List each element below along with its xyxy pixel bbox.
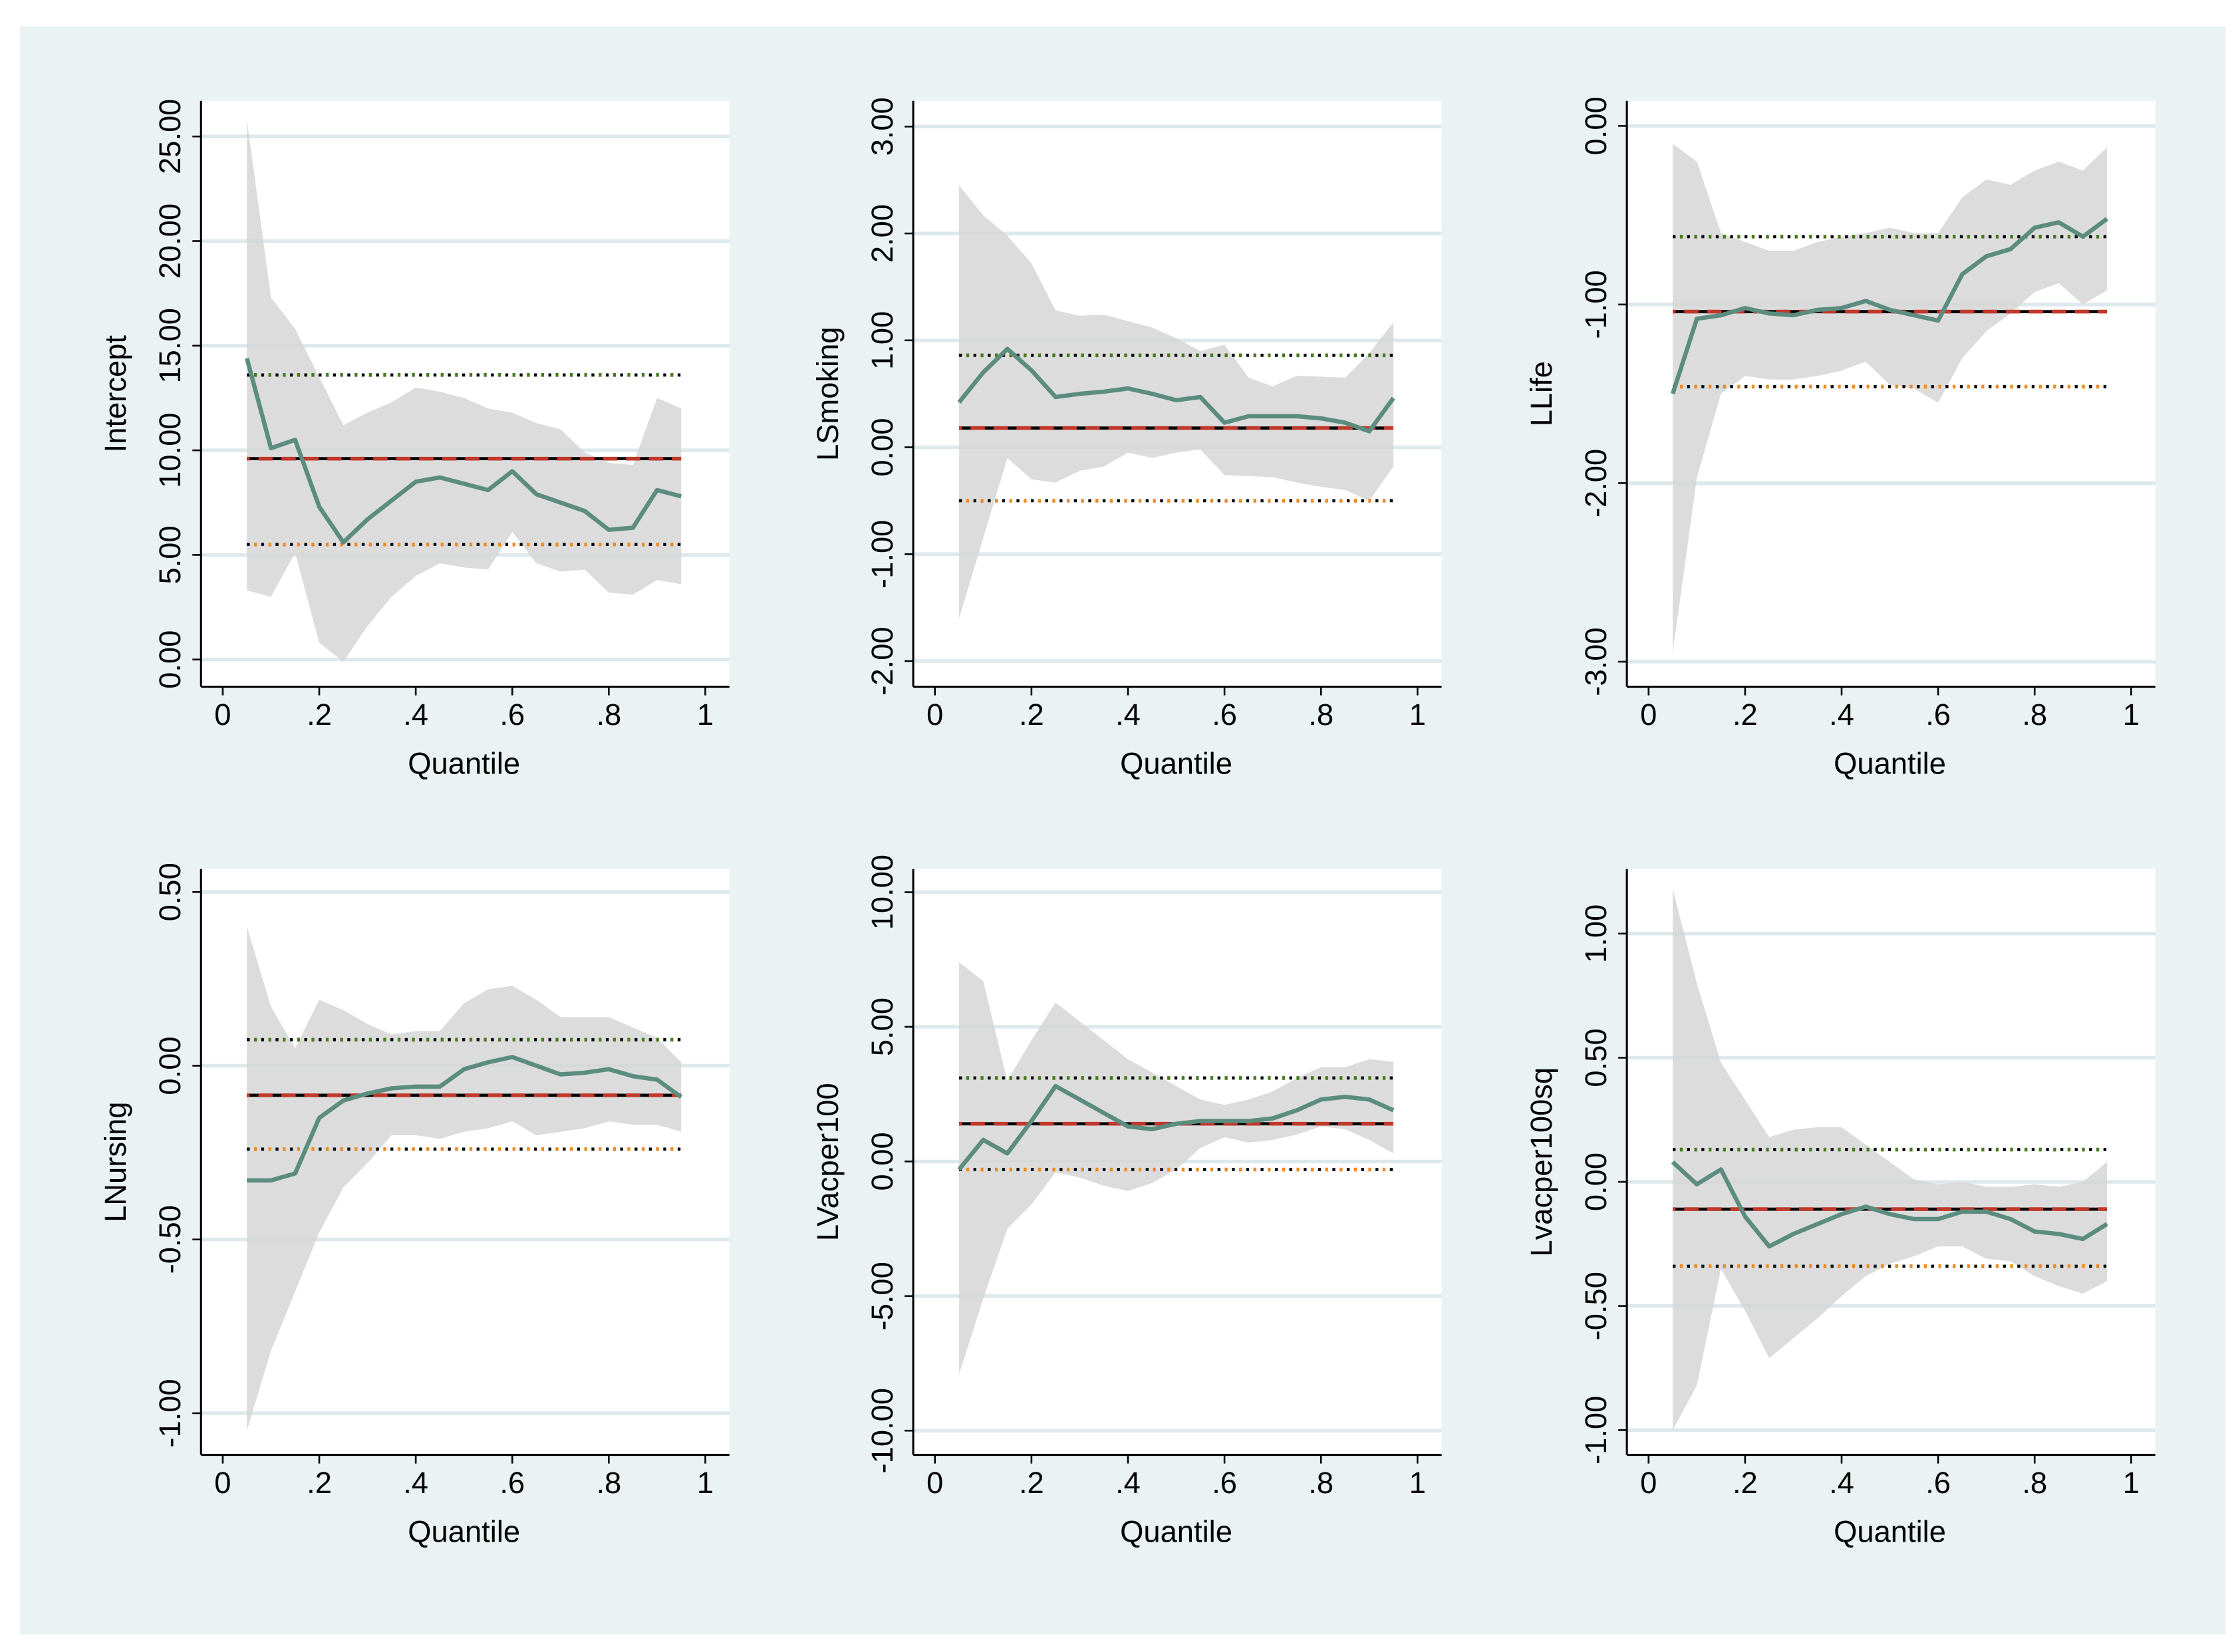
x-tick-label: 0	[926, 698, 943, 732]
subplot: -3.00 -2.00 -1.00 0.00 0 .2 .4 .6 .8 1 Quantile LLi…	[1524, 96, 2156, 780]
y-tick-label: 5.00	[153, 525, 187, 584]
x-tick-label: .8	[1308, 698, 1333, 732]
x-tick-label: .4	[1829, 1466, 1854, 1500]
coefficient-line	[1670, 217, 2108, 395]
subplot: 0.00 5.00 10.00 15.00 20.00 25.00 0 .2 .4 .6 .8 1 Qu…	[98, 98, 730, 780]
y-tick-label: 1.00	[1579, 904, 1613, 963]
x-tick-label: 1	[697, 1466, 714, 1500]
x-tick-label: 0	[1640, 698, 1657, 732]
confidence-band	[1673, 144, 2108, 653]
x-tick-label: .2	[1019, 1466, 1044, 1500]
y-tick-label: -2.00	[1579, 449, 1613, 517]
y-tick-label: 0.00	[865, 1132, 899, 1190]
x-tick-label: .6	[1212, 1466, 1237, 1500]
y-tick-label: -0.50	[153, 1205, 187, 1274]
y-tick-label: 3.00	[865, 97, 899, 156]
y-tick-label: 25.00	[153, 98, 187, 174]
subplot: -1.00 -0.50 0.00 0.50 1.00 0 .2 .4 .6 .8 1 Quantile…	[1524, 869, 2156, 1548]
x-tick-label: 0	[926, 1466, 943, 1500]
x-tick-label: .6	[499, 1466, 525, 1500]
coefficient-line	[1671, 1160, 2108, 1249]
confidence-band	[1673, 889, 2108, 1431]
x-tick-label: .6	[1925, 698, 1951, 732]
y-tick-label: 0.00	[153, 1036, 187, 1095]
y-tick-label: 5.00	[865, 998, 899, 1056]
x-axis-label: Quantile	[408, 1514, 520, 1548]
subplot: -10.00 -5.00 0.00 5.00 10.00 0 .2 .4 .6 .8 1 Quanti…	[811, 855, 1442, 1548]
y-tick-label: -1.00	[1579, 270, 1613, 339]
x-tick-label: .2	[1733, 1466, 1758, 1500]
y-tick-label: -1.00	[865, 520, 899, 589]
x-tick-label: 0	[214, 698, 231, 732]
coefficient-line	[957, 346, 1395, 434]
x-tick-label: 1	[2123, 698, 2140, 732]
x-tick-label: .4	[1115, 698, 1141, 732]
y-tick-label: 1.00	[865, 311, 899, 370]
x-tick-label: .6	[499, 698, 525, 732]
x-tick-label: .8	[1308, 1466, 1333, 1500]
x-axis-label: Quantile	[1120, 1514, 1232, 1548]
y-tick-label: -5.00	[865, 1262, 899, 1330]
x-tick-label: .4	[403, 698, 428, 732]
y-tick-label: -10.00	[865, 1388, 899, 1474]
y-tick-label: -1.00	[1579, 1396, 1613, 1464]
x-tick-label: .8	[2022, 698, 2047, 732]
coefficient-line	[245, 357, 682, 545]
y-tick-label: 0.00	[1579, 1153, 1613, 1211]
x-tick-label: 0	[1640, 1466, 1657, 1500]
y-tick-label: 0.50	[1579, 1028, 1613, 1087]
confidence-band	[247, 926, 682, 1431]
x-tick-label: .8	[596, 698, 621, 732]
subplot: -1.00 -0.50 0.00 0.50 0 .2 .4 .6 .8 1 Quantile LNur…	[98, 863, 730, 1548]
x-tick-label: .4	[1829, 698, 1854, 732]
y-axis-label: Intercept	[98, 335, 132, 453]
y-tick-label: 0.00	[865, 418, 899, 476]
y-tick-label: -3.00	[1579, 627, 1613, 696]
y-tick-label: 20.00	[153, 204, 187, 279]
x-tick-label: .4	[1115, 1466, 1141, 1500]
coefficient-line	[247, 1055, 683, 1183]
y-tick-label: 0.00	[153, 630, 187, 689]
y-tick-label: -1.00	[153, 1379, 187, 1447]
y-axis-label: Lvacper100sq	[1524, 1067, 1558, 1257]
x-tick-label: .2	[1733, 698, 1758, 732]
x-tick-label: 1	[1409, 698, 1426, 732]
subplot: -2.00 -1.00 0.00 1.00 2.00 3.00 0 .2 .4 .6 .8 1 Quan…	[811, 97, 1442, 780]
y-tick-label: 2.00	[865, 204, 899, 263]
y-axis-label: LLife	[1524, 361, 1558, 426]
x-tick-label: .2	[307, 698, 332, 732]
confidence-band	[247, 120, 682, 662]
y-tick-label: -2.00	[865, 626, 899, 695]
y-tick-label: 15.00	[153, 308, 187, 383]
x-tick-label: .2	[1019, 698, 1044, 732]
y-axis-label: LVacper100	[811, 1083, 845, 1241]
x-tick-label: .8	[2022, 1466, 2047, 1500]
y-tick-label: -0.50	[1579, 1272, 1613, 1340]
x-tick-label: .6	[1212, 698, 1237, 732]
y-axis-label: LSmoking	[811, 327, 845, 461]
x-tick-label: .2	[307, 1466, 332, 1500]
x-axis-label: Quantile	[1834, 1514, 1946, 1548]
y-axis-label: LNursing	[98, 1101, 132, 1222]
y-tick-label: 10.00	[865, 855, 899, 930]
x-tick-label: .4	[403, 1466, 428, 1500]
x-tick-label: 1	[697, 698, 714, 732]
y-tick-label: 0.00	[1579, 96, 1613, 155]
x-tick-label: 1	[1409, 1466, 1426, 1500]
y-tick-label: 10.00	[153, 412, 187, 487]
x-axis-label: Quantile	[408, 746, 520, 780]
x-tick-label: .6	[1925, 1466, 1951, 1500]
x-axis-label: Quantile	[1120, 746, 1232, 780]
x-tick-label: 0	[214, 1466, 231, 1500]
x-axis-label: Quantile	[1834, 746, 1946, 780]
coefficient-line	[957, 1083, 1395, 1171]
x-tick-label: .8	[596, 1466, 621, 1500]
x-tick-label: 1	[2123, 1466, 2140, 1500]
y-tick-label: 0.50	[153, 863, 187, 921]
